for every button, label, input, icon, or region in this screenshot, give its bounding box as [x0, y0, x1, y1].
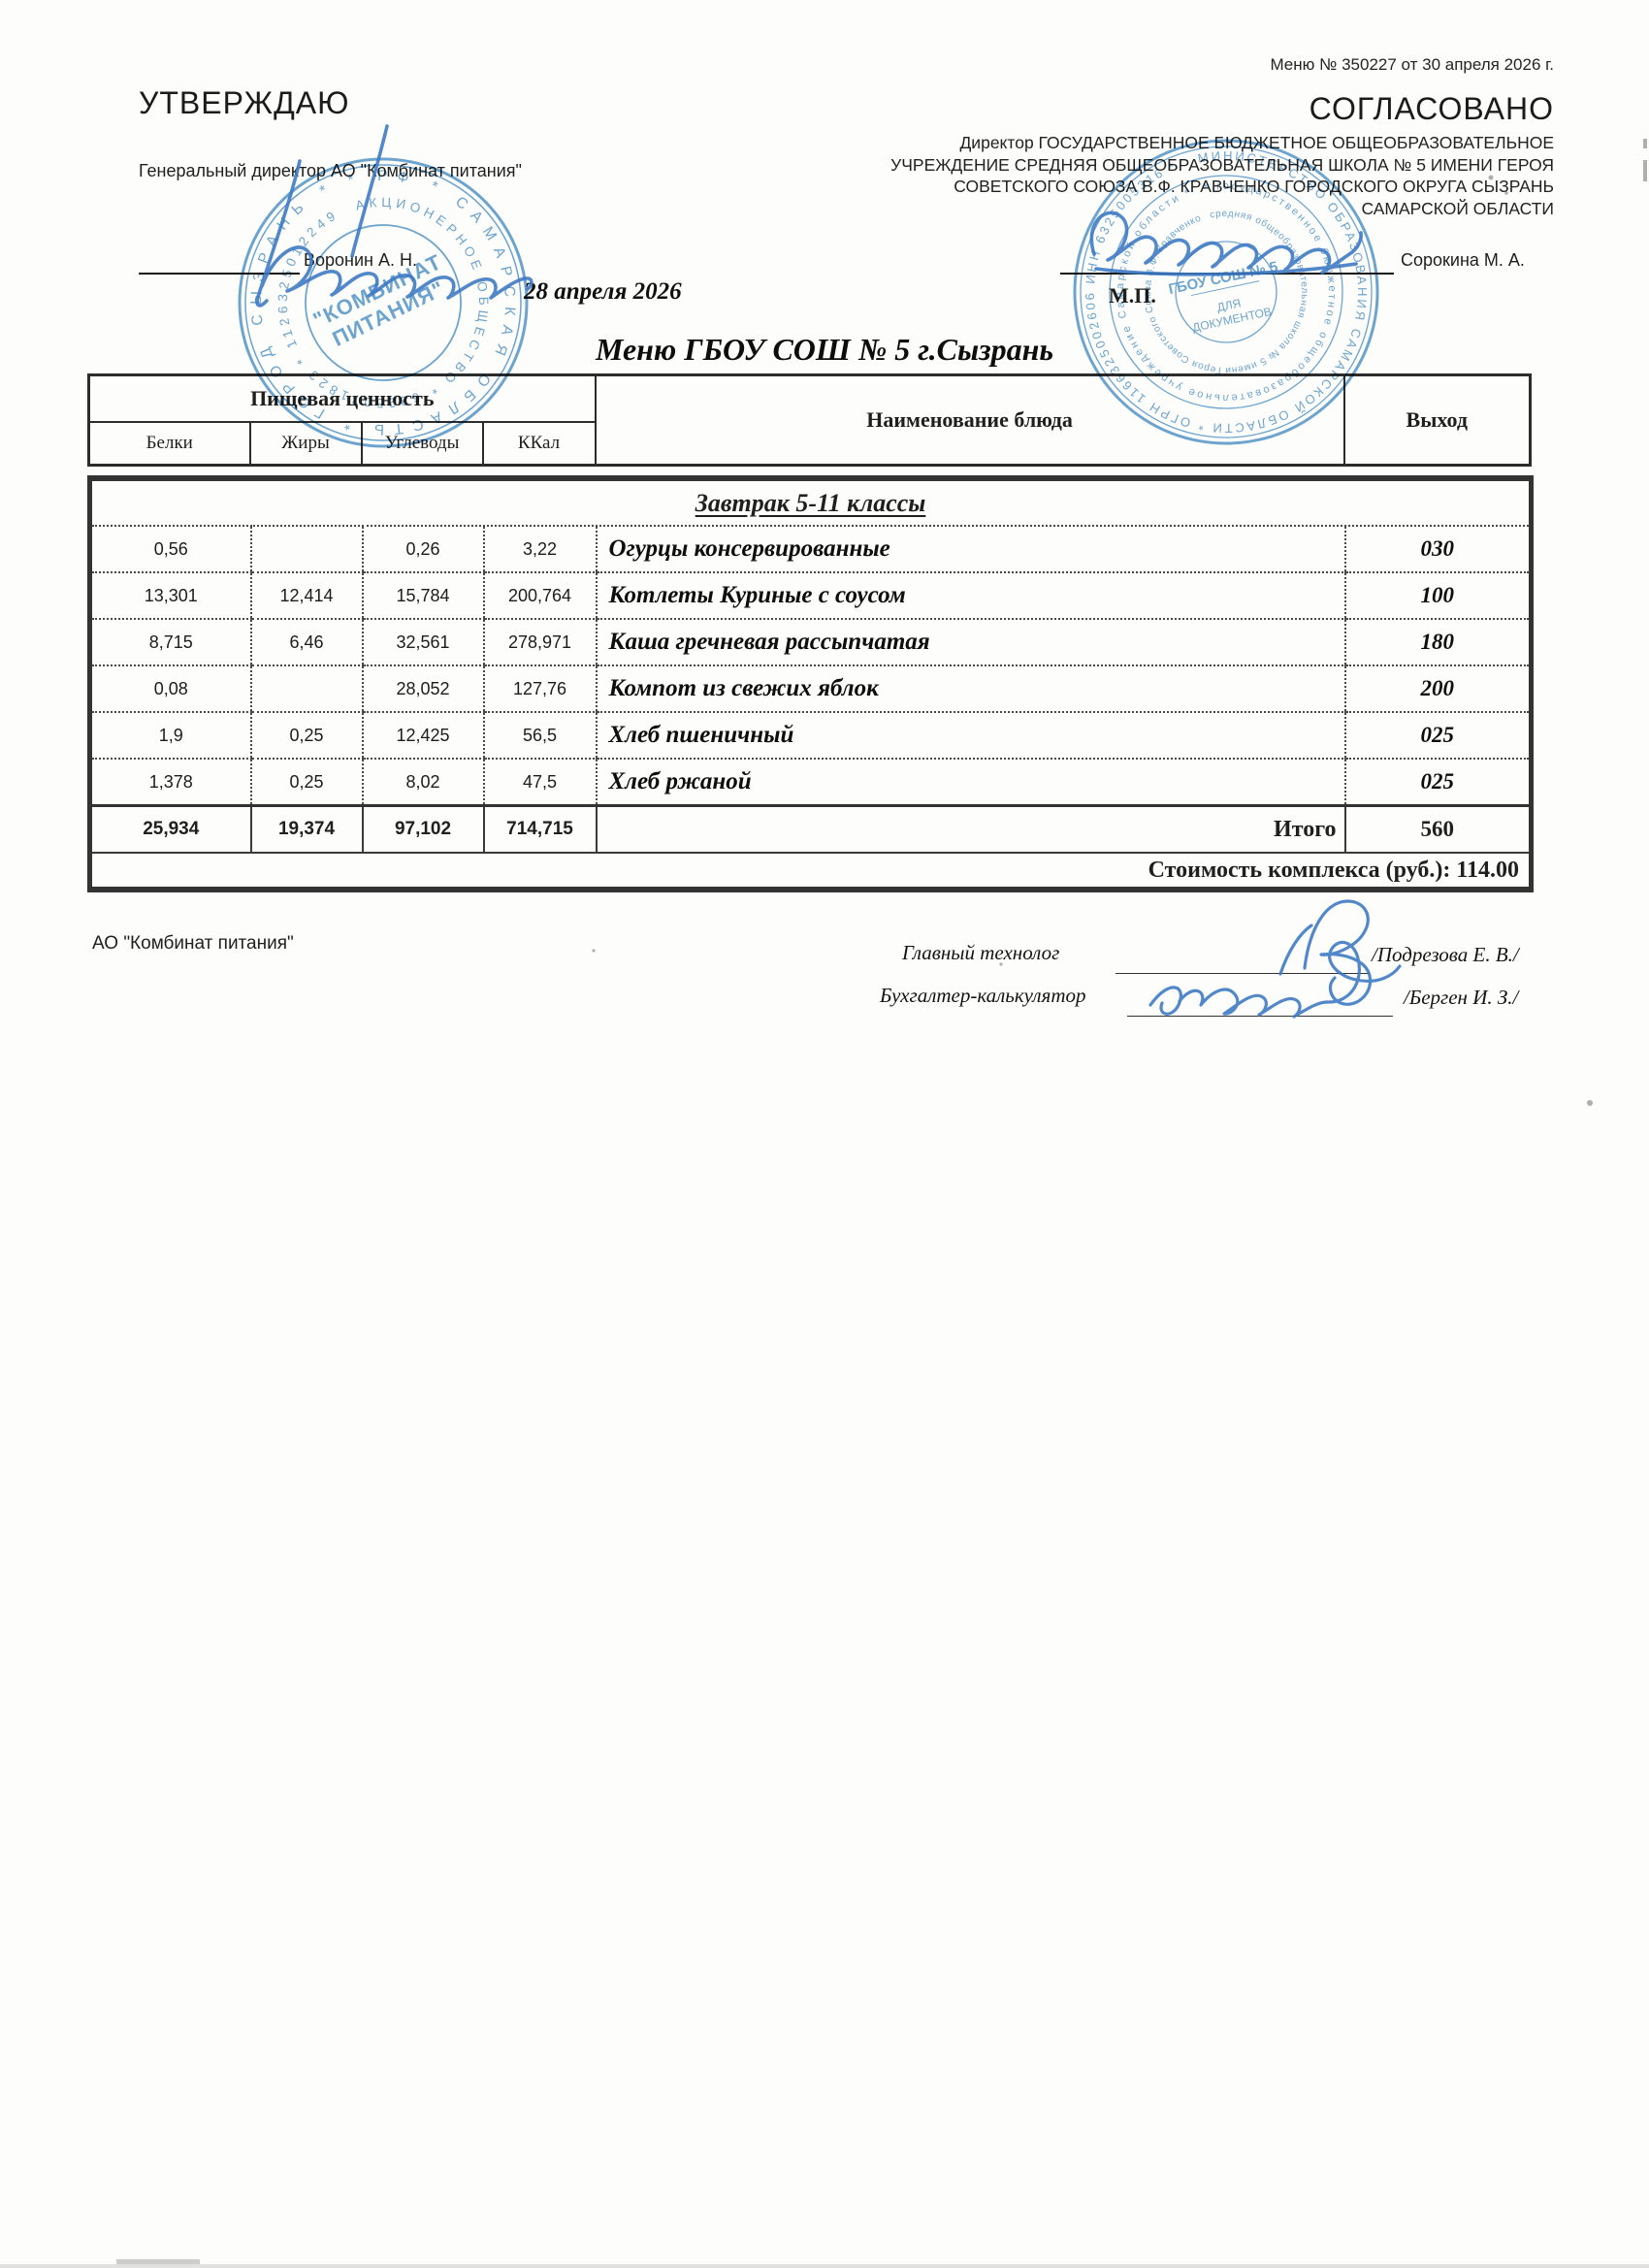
nutrition-header: Пищевая ценность [87, 373, 597, 423]
technologist-name: /Подрезова Е. В./ [1372, 943, 1519, 966]
dish-name: Хлеб ржаной [595, 759, 1345, 807]
accountant-signature [1148, 940, 1402, 1019]
agree-signer-name: Сорокина М. А. [1401, 250, 1525, 270]
carbs-value: 0,26 [361, 526, 484, 573]
table-row: 8,715 6,46 32,561 278,971 Каша гречневая… [89, 619, 1532, 666]
section-title: Завтрак 5-11 классы [695, 488, 926, 517]
totals-row: 25,934 19,374 97,102 714,715 Итого 560 [89, 804, 1532, 854]
output-value: 180 [1343, 619, 1532, 666]
table-row: 0,08 28,052 127,76 Компот из свежих ябло… [89, 665, 1532, 713]
fat-column-header: Жиры [248, 421, 363, 467]
kcal-value: 47,5 [482, 759, 597, 807]
output-value: 100 [1343, 572, 1532, 620]
carbs-column-header: Углеводы [360, 421, 484, 467]
total-fat: 19,374 [249, 804, 363, 854]
approve-signature-line [139, 273, 300, 275]
total-kcal: 714,715 [482, 804, 597, 854]
menu-body-table: Завтрак 5-11 классы 0,56 0,26 3,22 Огурц… [87, 475, 1535, 892]
kcal-value: 56,5 [482, 712, 597, 760]
technologist-signature-line [1116, 973, 1370, 974]
dish-name: Компот из свежих яблок [595, 665, 1345, 713]
approve-signer-name: Воронин А. Н. [304, 250, 417, 270]
output-value: 200 [1343, 665, 1532, 713]
stamp-center-text: ДОКУМЕНТОВ [1191, 305, 1273, 335]
dish-name: Каша гречневая рассыпчатая [595, 619, 1345, 666]
fat-value: 0,25 [249, 712, 363, 760]
agree-org-line-3: СОВЕТСКОГО СОЮЗА В.Ф. КРАВЧЕНКО ГОРОДСКО… [954, 177, 1554, 196]
total-label: Итого [595, 804, 1345, 854]
technologist-signature [1278, 899, 1373, 1006]
kcal-value: 3,22 [482, 526, 597, 573]
menu-header-table: Пищевая ценность Наименование блюда Выхо… [87, 373, 1533, 467]
protein-value: 1,9 [89, 712, 251, 760]
fat-value: 0,25 [249, 759, 363, 807]
carbs-value: 8,02 [361, 759, 484, 807]
director-signature [255, 124, 534, 308]
dish-name: Огурцы консервированные [595, 526, 1345, 573]
technologist-label: Главный технолог [902, 941, 1060, 964]
menu-number-line: Меню № 350227 от 30 апреля 2026 г. [1270, 55, 1554, 74]
accountant-signature-line [1127, 1016, 1393, 1017]
section-row: Завтрак 5-11 классы [89, 478, 1532, 527]
school-director-signature [1089, 211, 1363, 276]
stamp-place-mark: М.П. [1109, 283, 1156, 308]
protein-value: 0,56 [89, 526, 251, 573]
kcal-value: 127,76 [482, 665, 597, 713]
table-row: 0,56 0,26 3,22 Огурцы консервированные 0… [89, 526, 1532, 573]
table-row: 1,378 0,25 8,02 47,5 Хлеб ржаной 025 [89, 759, 1532, 807]
carbs-value: 28,052 [361, 665, 484, 713]
dish-name: Хлеб пшеничный [595, 712, 1345, 760]
fat-value [249, 665, 363, 713]
total-protein: 25,934 [89, 804, 251, 854]
agree-org-line-4: САМАРСКОЙ ОБЛАСТИ [1361, 198, 1554, 218]
carbs-value: 12,425 [361, 712, 484, 760]
kcal-value: 200,764 [482, 572, 597, 620]
protein-value: 13,301 [89, 572, 251, 620]
footer-organization: АО "Комбинат питания" [92, 933, 294, 954]
table-row: 1,9 0,25 12,425 56,5 Хлеб пшеничный 025 [89, 712, 1532, 760]
protein-value: 8,715 [89, 619, 251, 666]
carbs-value: 32,561 [361, 619, 484, 666]
protein-value: 1,378 [89, 759, 251, 807]
protein-value: 0,08 [89, 665, 251, 713]
output-value: 025 [1343, 759, 1532, 807]
total-output: 560 [1343, 804, 1532, 854]
stamp-center-text: ГБОУ СОШ № 5 [1167, 259, 1279, 298]
approve-heading: УТВЕРЖДАЮ [139, 85, 350, 120]
agree-org-line-1: Директор ГОСУДАРСТВЕННОЕ БЮДЖЕТНОЕ ОБЩЕО… [959, 133, 1554, 152]
approve-date: 28 апреля 2026 [524, 278, 682, 305]
output-value: 025 [1343, 712, 1532, 760]
dish-column-header: Наименование блюда [594, 373, 1345, 467]
fat-value [249, 526, 363, 573]
carbs-value: 15,784 [361, 572, 484, 620]
agree-organization-block: Директор ГОСУДАРСТВЕННОЕ БЮДЖЕТНОЕ ОБЩЕО… [890, 132, 1554, 219]
output-value: 030 [1343, 526, 1532, 573]
agree-heading: СОГЛАСОВАНО [1309, 91, 1554, 126]
stamp-center-text: ДЛЯ [1215, 296, 1242, 314]
agree-signature-line [1060, 273, 1394, 275]
output-column-header: Выход [1342, 373, 1532, 467]
approve-role-line: Генеральный директор АО "Комбинат питани… [139, 161, 522, 180]
accountant-name: /Берген И. З./ [1404, 986, 1519, 1009]
fat-value: 12,414 [249, 572, 363, 620]
cost-row: Стоимость комплекса (руб.): 114.00 [90, 853, 1532, 890]
dish-name: Котлеты Куриные с соусом [595, 572, 1345, 620]
table-row: 13,301 12,414 15,784 200,764 Котлеты Кур… [89, 572, 1532, 620]
protein-column-header: Белки [87, 421, 251, 467]
agree-org-line-2: УЧРЕЖДЕНИЕ СРЕДНЯЯ ОБЩЕОБРАЗОВАТЕЛЬНАЯ Ш… [890, 154, 1554, 175]
total-carbs: 97,102 [361, 804, 484, 854]
accountant-label: Бухгалтер-калькулятор [880, 984, 1086, 1007]
kcal-column-header: ККал [481, 421, 597, 467]
cost-line: Стоимость комплекса (руб.): 114.00 [1148, 857, 1520, 883]
document-title: Меню ГБОУ СОШ № 5 г.Сызрань [595, 332, 1054, 367]
fat-value: 6,46 [249, 619, 363, 666]
kcal-value: 278,971 [482, 619, 597, 666]
